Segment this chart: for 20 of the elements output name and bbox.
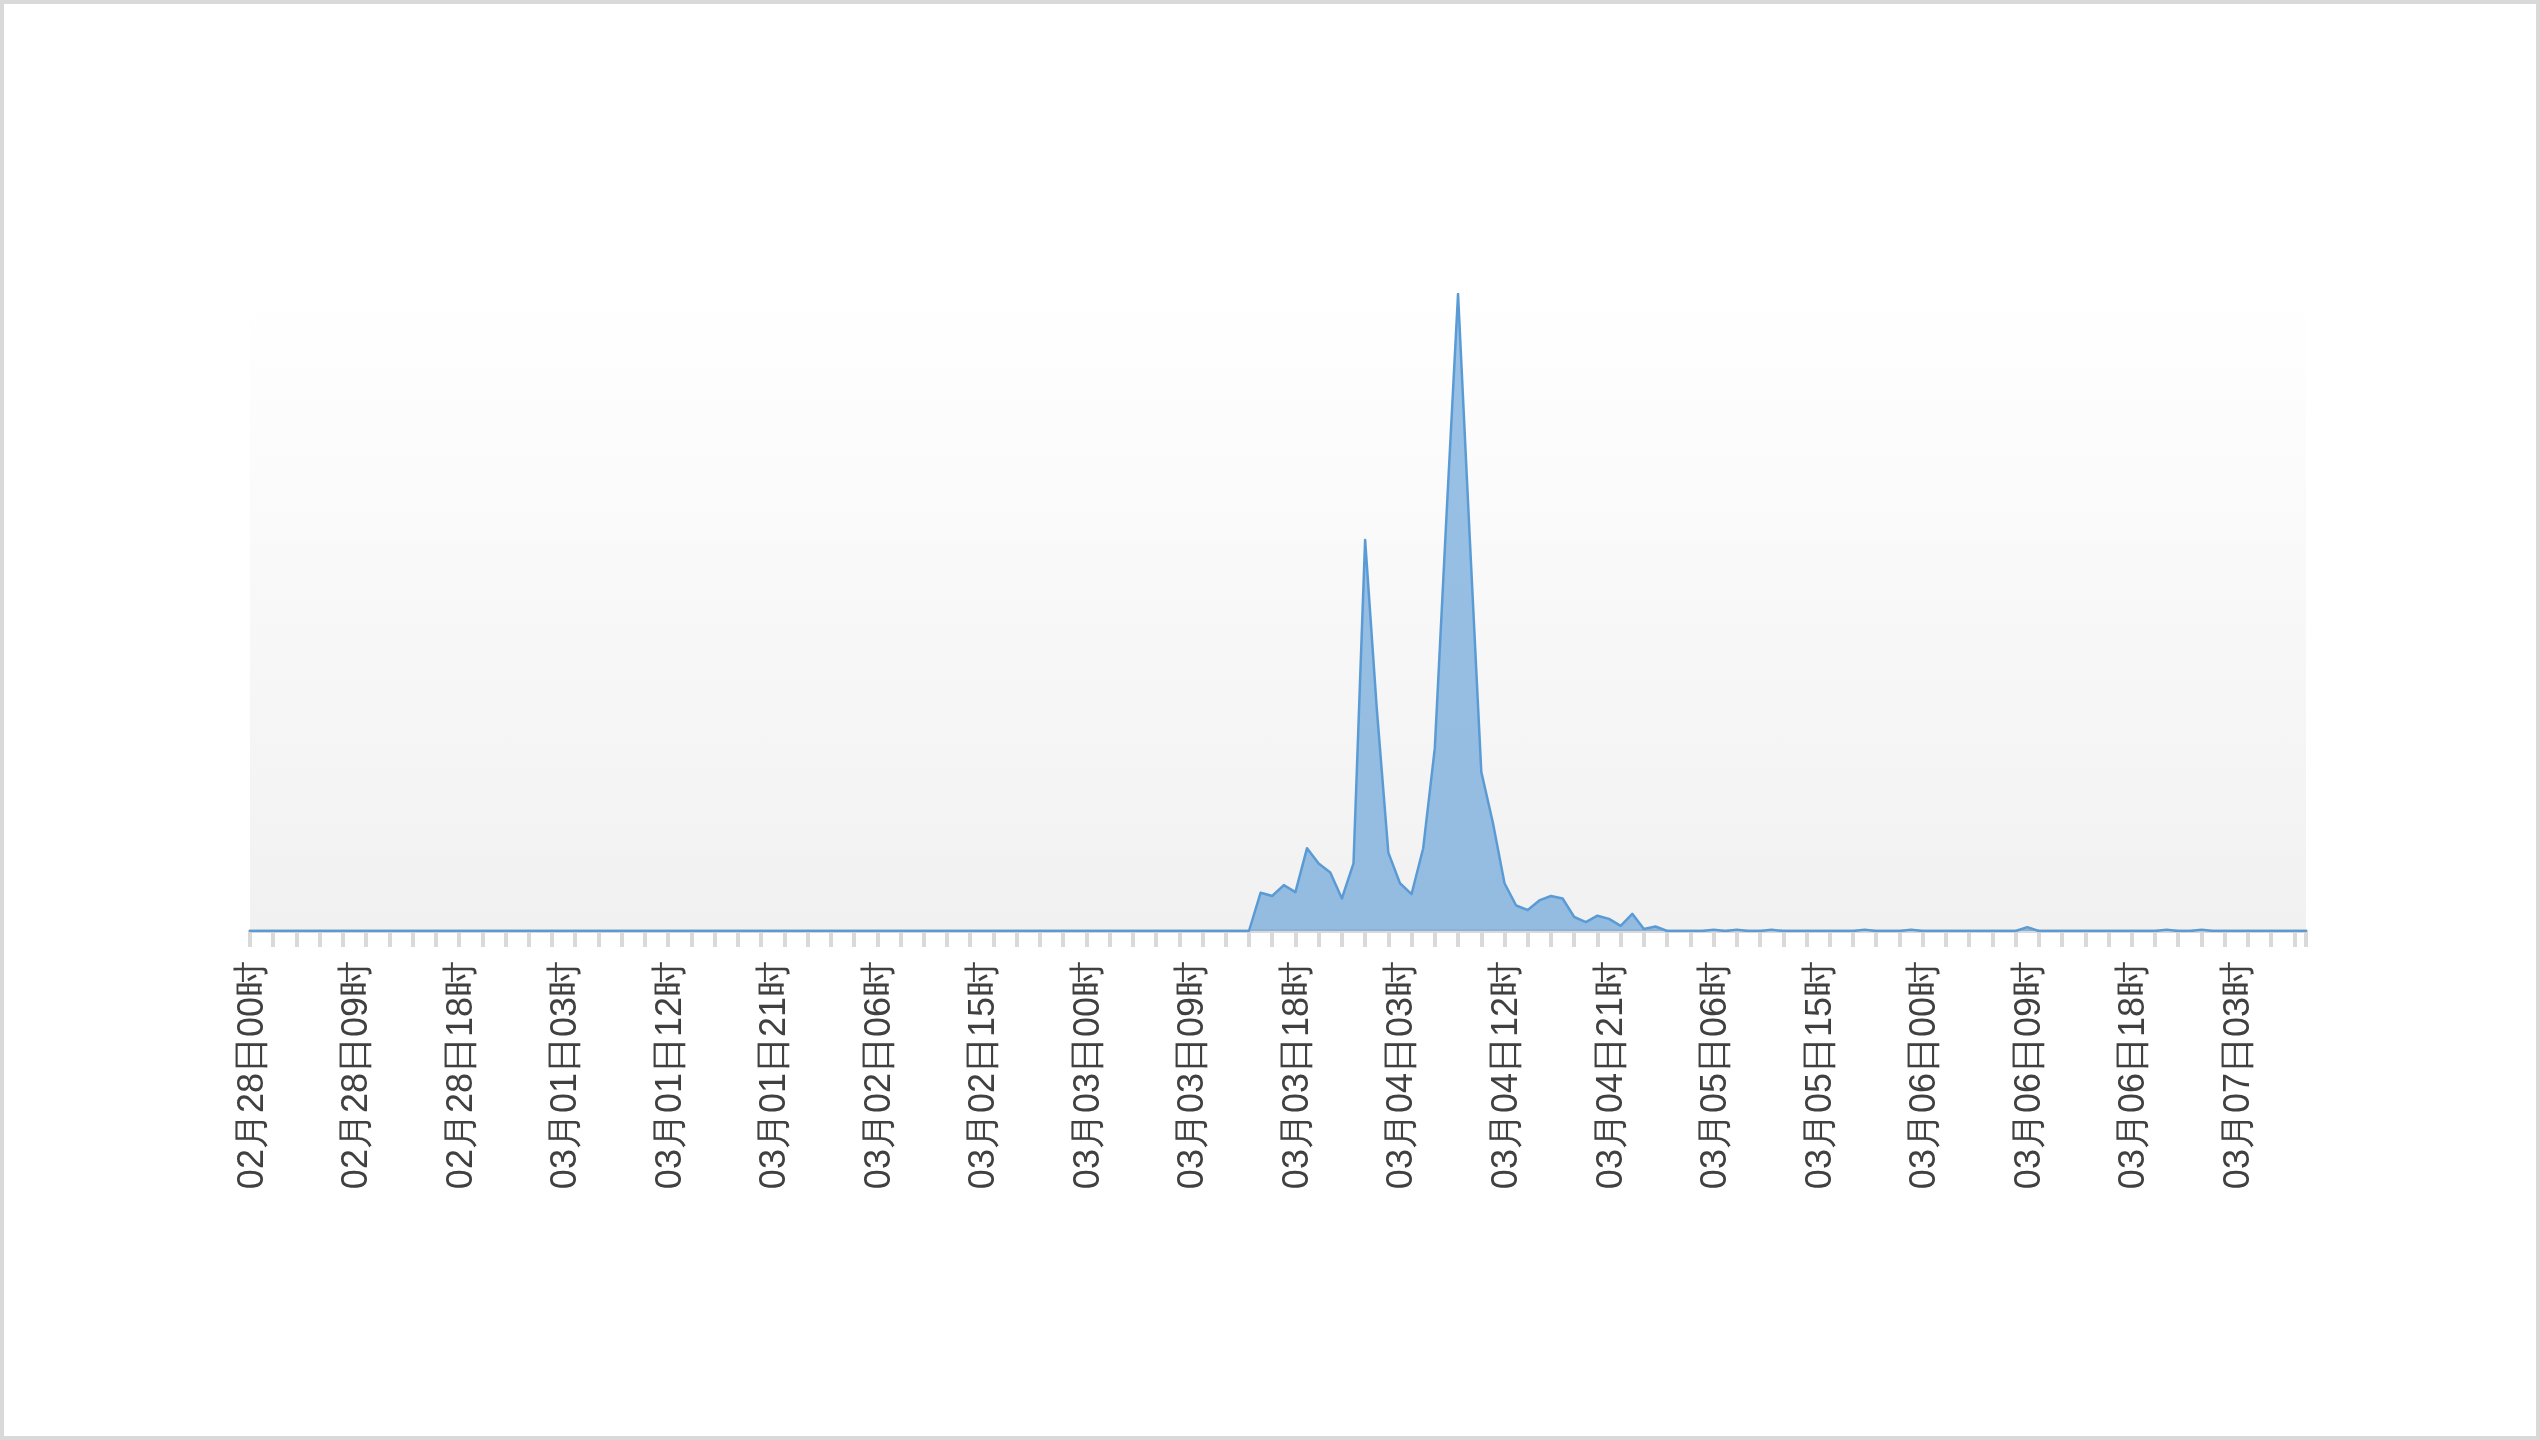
x-tick-label: 03月02日15时 (961, 961, 1003, 1190)
x-tick-label: 02月28日09时 (334, 961, 376, 1190)
x-tick-label: 03月07日03时 (2215, 961, 2257, 1190)
x-tick-label: 02月28日00时 (229, 961, 271, 1190)
x-tick-label: 03月06日18时 (2111, 961, 2153, 1190)
x-tick-label: 03月03日18时 (1274, 961, 1316, 1190)
x-tick-label: 03月06日09时 (2006, 961, 2048, 1190)
x-tick-label: 03月03日09时 (1170, 961, 1212, 1190)
x-tick-label: 03月05日15时 (1797, 961, 1839, 1190)
x-tick-label: 03月03日00时 (1065, 961, 1107, 1190)
x-tick-label: 03月06日00时 (1902, 961, 1944, 1190)
x-tick-label: 02月28日18时 (438, 961, 480, 1190)
x-tick-label: 03月01日21时 (752, 961, 794, 1190)
x-tick-label: 03月01日12时 (647, 961, 689, 1190)
x-tick-label: 03月04日03时 (1379, 961, 1421, 1190)
x-tick-label: 03月04日12时 (1484, 961, 1526, 1190)
x-tick-label: 03月01日03时 (543, 961, 585, 1190)
x-tick-label: 03月02日06时 (856, 961, 898, 1190)
x-tick-label: 03月04日21时 (1588, 961, 1630, 1190)
x-tick-label: 03月05日06时 (1693, 961, 1735, 1190)
